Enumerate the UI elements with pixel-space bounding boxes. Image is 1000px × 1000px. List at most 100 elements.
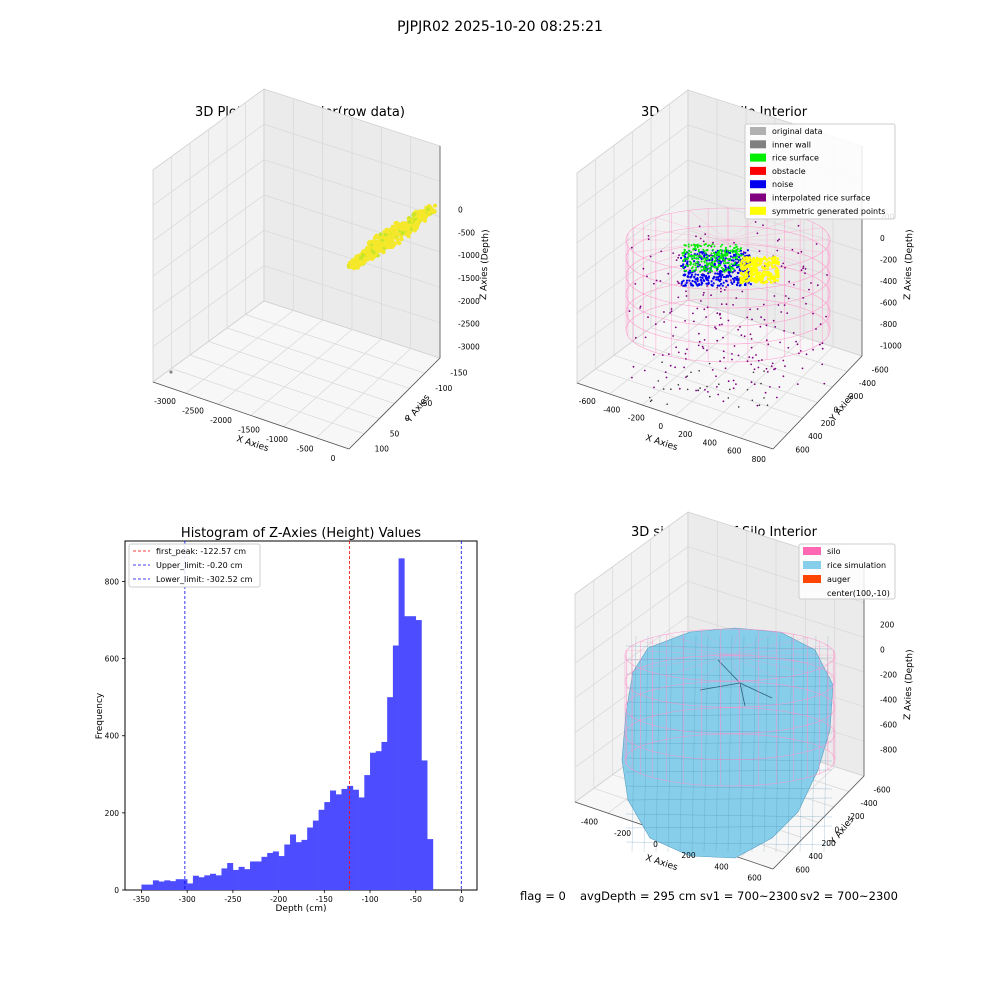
silo-lid-spoke <box>729 645 828 656</box>
interpolated-point <box>762 224 764 227</box>
interpolated-point <box>753 368 756 371</box>
raw-point <box>348 261 354 266</box>
symmetric-point <box>746 263 750 267</box>
rice-surface-point <box>697 248 700 251</box>
rice-surface-point <box>682 254 684 257</box>
interpolated-point <box>774 326 777 328</box>
interpolated-point <box>742 251 745 254</box>
raw-point-cloud <box>169 203 438 374</box>
interpolated-point <box>647 238 650 241</box>
histogram-bar <box>158 881 165 890</box>
tick-label: 800 <box>752 455 767 464</box>
tick-label: -200 <box>628 414 645 423</box>
surface-ridge <box>739 682 746 707</box>
surface-mesh-line <box>739 635 745 853</box>
noise-point <box>701 252 704 255</box>
interpolated-point <box>707 391 709 393</box>
interpolated-point <box>669 312 671 314</box>
noise-point <box>691 284 695 287</box>
rice-surface-point <box>708 267 711 270</box>
noise-point <box>718 272 721 275</box>
interpolated-point <box>823 382 826 385</box>
rice-surface-point <box>683 269 686 272</box>
interpolated-point <box>680 284 683 286</box>
silo-lid-spoke <box>729 654 808 673</box>
interpolated-point <box>700 300 702 302</box>
figure-title: PJPJR02 2025-10-20 08:25:21 <box>397 19 603 35</box>
noise-point <box>695 278 698 281</box>
interpolated-point <box>668 353 670 356</box>
interpolated-point <box>776 249 779 252</box>
outlier-point <box>760 382 762 385</box>
symmetric-point <box>777 274 780 277</box>
interpolated-point <box>751 318 753 321</box>
rice-surface-point <box>714 253 717 256</box>
symmetric-point <box>749 266 753 270</box>
interpolated-point <box>674 326 677 329</box>
raw-point <box>393 241 398 246</box>
interpolated-point <box>763 318 766 321</box>
interpolated-point <box>788 280 791 283</box>
outlier-point <box>737 406 740 408</box>
rice-surface-point <box>700 260 703 263</box>
rice-surface-point <box>728 269 730 272</box>
interpolated-point <box>719 312 721 315</box>
histogram-reference-lines <box>184 541 462 890</box>
noise-point <box>699 276 702 279</box>
interpolated-point <box>819 343 821 346</box>
interpolated-point <box>740 334 743 337</box>
silo-lid-spoke <box>640 654 731 669</box>
interpolated-point <box>695 389 697 392</box>
noise-point <box>732 259 735 262</box>
classify-point-cloud <box>628 221 828 408</box>
outlier-point <box>648 396 651 399</box>
rice-surface-point <box>723 260 726 262</box>
surface-mesh-line <box>823 635 829 853</box>
interpolated-point <box>751 356 754 359</box>
y-axis-line <box>772 775 865 870</box>
noise-point <box>746 249 750 252</box>
symmetric-point <box>752 268 756 271</box>
histogram-bar <box>250 861 257 890</box>
raw-point <box>405 229 410 234</box>
interpolated-point <box>760 316 762 319</box>
rice-surface-point <box>695 254 698 257</box>
tick-label: -100 <box>435 384 452 393</box>
interpolated-point <box>784 365 786 367</box>
panel-classify: 3D classify of Silo Interior -600-400-20… <box>576 89 915 464</box>
symmetric-point <box>750 262 753 266</box>
interpolated-point <box>776 396 778 399</box>
interpolated-point <box>782 359 785 362</box>
raw-point <box>397 241 402 246</box>
outlier-point <box>661 361 663 364</box>
noise-point <box>726 274 729 277</box>
histogram-bar <box>307 827 314 890</box>
status-sv1: sv1 = 700~2300 <box>700 889 798 903</box>
rice-surface-point <box>697 250 700 253</box>
surface-mesh-line <box>625 729 833 734</box>
histogram-bar <box>295 842 302 890</box>
interpolated-point <box>732 387 735 390</box>
noise-point <box>700 283 703 286</box>
surface-mesh-line <box>787 635 793 853</box>
rice-surface-point <box>690 262 692 265</box>
interpolated-point <box>715 386 718 388</box>
interpolated-point <box>772 319 775 322</box>
interpolated-point <box>698 225 701 228</box>
symmetric-point <box>776 257 780 260</box>
rice-surface-point <box>717 266 719 269</box>
symmetric-point <box>752 277 755 280</box>
outlier-point <box>746 388 749 391</box>
interpolated-point <box>737 328 739 331</box>
classify-legend-frame <box>744 123 896 220</box>
rice-surface-point <box>708 262 711 265</box>
interpolated-point <box>653 282 655 285</box>
noise-point <box>733 269 736 272</box>
histogram-bar <box>267 852 274 890</box>
interpolated-point <box>808 288 810 291</box>
rice-surface-point <box>738 258 741 261</box>
interpolated-point <box>821 347 824 350</box>
legend-label: inner wall <box>772 140 811 149</box>
symmetric-point <box>747 259 751 263</box>
interpolated-point <box>647 316 649 319</box>
